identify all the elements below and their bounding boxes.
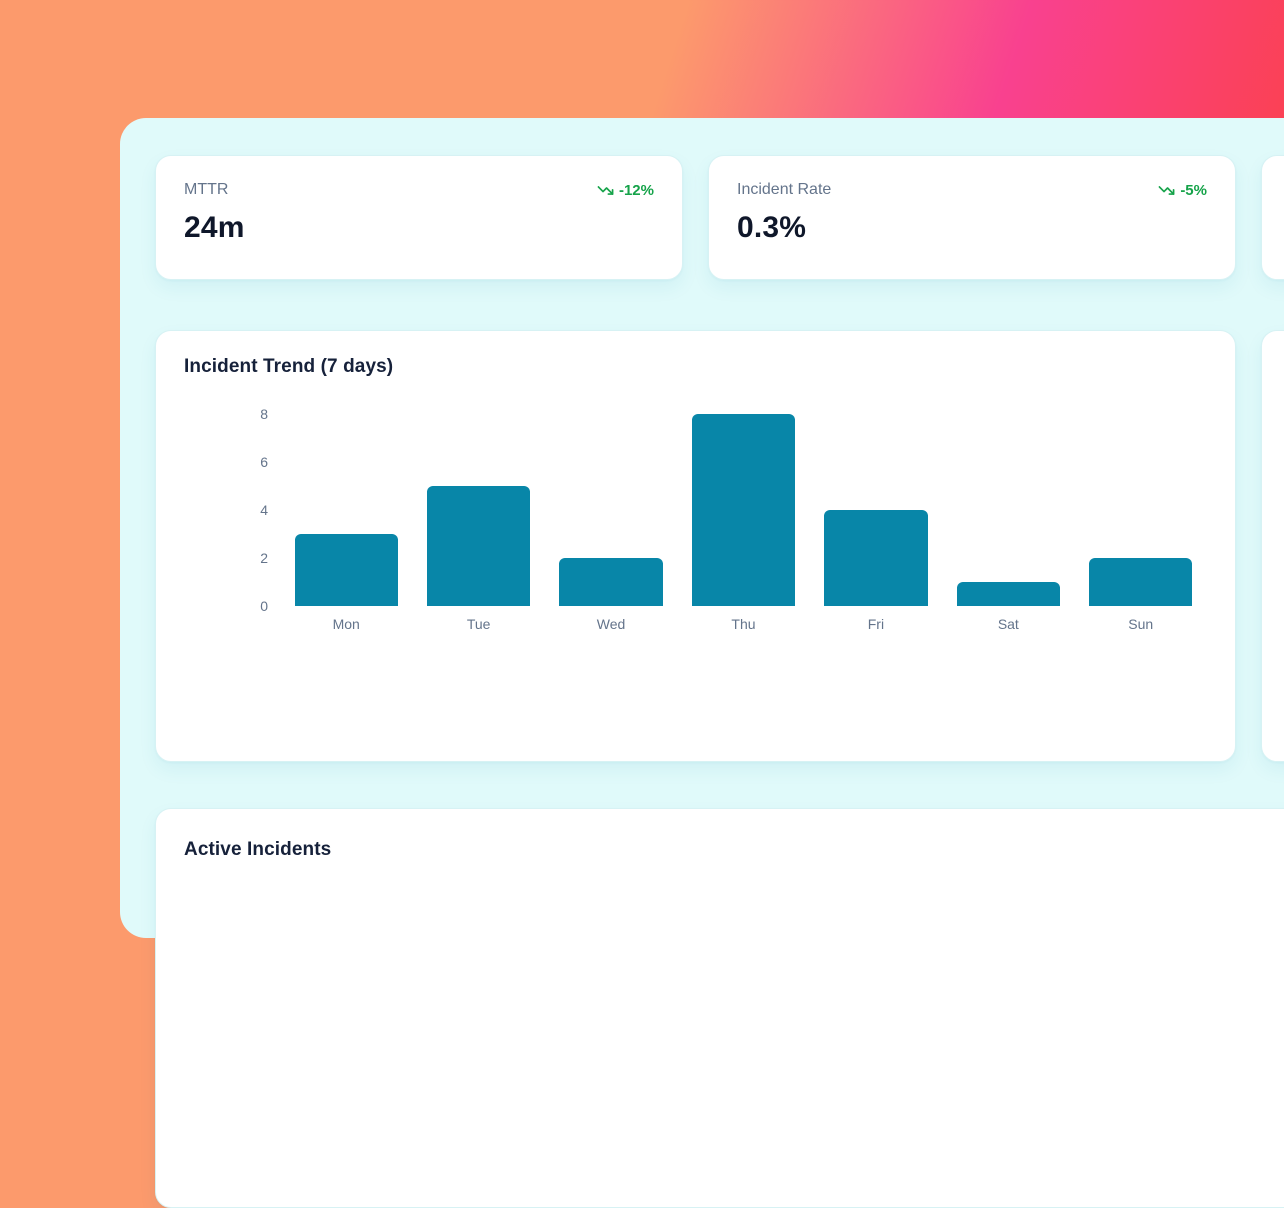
kpi-value: 24m	[184, 211, 245, 244]
kpi-row: MTTR -12% 24m Incident Rate -5% 0.3%	[155, 155, 1284, 280]
x-axis-label: Wed	[596, 616, 626, 632]
bar-wed[interactable]	[559, 558, 663, 606]
y-axis-tick: 4	[260, 502, 268, 518]
chart-slot: Tue	[412, 414, 544, 632]
bar-chart: 8 6 4 2 0 Mon Tue Wed Thu Fri Sat Sun	[184, 406, 1207, 632]
trending-down-icon	[597, 182, 614, 199]
side-card-partial	[1261, 330, 1284, 762]
kpi-trend-badge: -5%	[1158, 182, 1207, 199]
bar-sat[interactable]	[956, 582, 1060, 606]
kpi-card: MTTR -12% 24m	[155, 155, 683, 280]
kpi-card-header: MTTR -12%	[184, 181, 654, 199]
bar-mon[interactable]	[294, 534, 398, 606]
chart-slot: Sat	[942, 414, 1074, 632]
kpi-value: 0.3%	[737, 211, 807, 244]
y-axis-tick: 2	[260, 550, 268, 566]
chart-slot: Sun	[1075, 414, 1207, 632]
y-axis-tick: 8	[260, 406, 268, 422]
bar-sun[interactable]	[1089, 558, 1193, 606]
main-row: Incident Trend (7 days) 8 6 4 2 0 Mon Tue Wed T…	[155, 330, 1284, 762]
kpi-label: Incident Rate	[737, 181, 832, 198]
kpi-trend-value: -5%	[1180, 181, 1207, 199]
active-incidents-card: Active Incidents	[155, 808, 1284, 1208]
incident-trend-card: Incident Trend (7 days) 8 6 4 2 0 Mon Tue Wed T…	[155, 330, 1236, 762]
chart-title: Incident Trend (7 days)	[184, 356, 394, 377]
kpi-trend-value: -12%	[618, 181, 654, 199]
kpi-label: MTTR	[184, 181, 229, 198]
bar-fri[interactable]	[824, 510, 928, 606]
x-axis-label: Mon	[332, 616, 360, 632]
dashboard-panel: MTTR -12% 24m Incident Rate -5% 0.3% Incident…	[120, 118, 1284, 1208]
chart-slot: Mon	[280, 414, 412, 632]
y-axis-tick: 0	[260, 598, 268, 614]
trending-down-icon	[1158, 182, 1175, 199]
kpi-trend-badge: -12%	[597, 182, 654, 199]
chart-y-axis: 8 6 4 2 0	[184, 406, 280, 614]
x-axis-label: Tue	[466, 616, 491, 632]
chart-slot: Fri	[810, 414, 942, 632]
x-axis-label: Sun	[1128, 616, 1154, 632]
chart-slot: Wed	[545, 414, 677, 632]
active-incidents-title: Active Incidents	[184, 839, 332, 860]
chart-plot-area: Mon Tue Wed Thu Fri Sat Sun	[280, 414, 1207, 632]
x-axis-label: Sat	[997, 616, 1019, 632]
x-axis-label: Thu	[731, 616, 756, 632]
bar-tue[interactable]	[426, 486, 531, 606]
kpi-card-partial	[1261, 155, 1284, 280]
chart-slot: Thu	[677, 414, 809, 632]
x-axis-label: Fri	[867, 616, 885, 632]
bar-thu[interactable]	[691, 414, 796, 606]
kpi-card-header: Incident Rate -5%	[737, 181, 1207, 199]
y-axis-tick: 6	[260, 454, 268, 470]
kpi-card: Incident Rate -5% 0.3%	[708, 155, 1236, 280]
